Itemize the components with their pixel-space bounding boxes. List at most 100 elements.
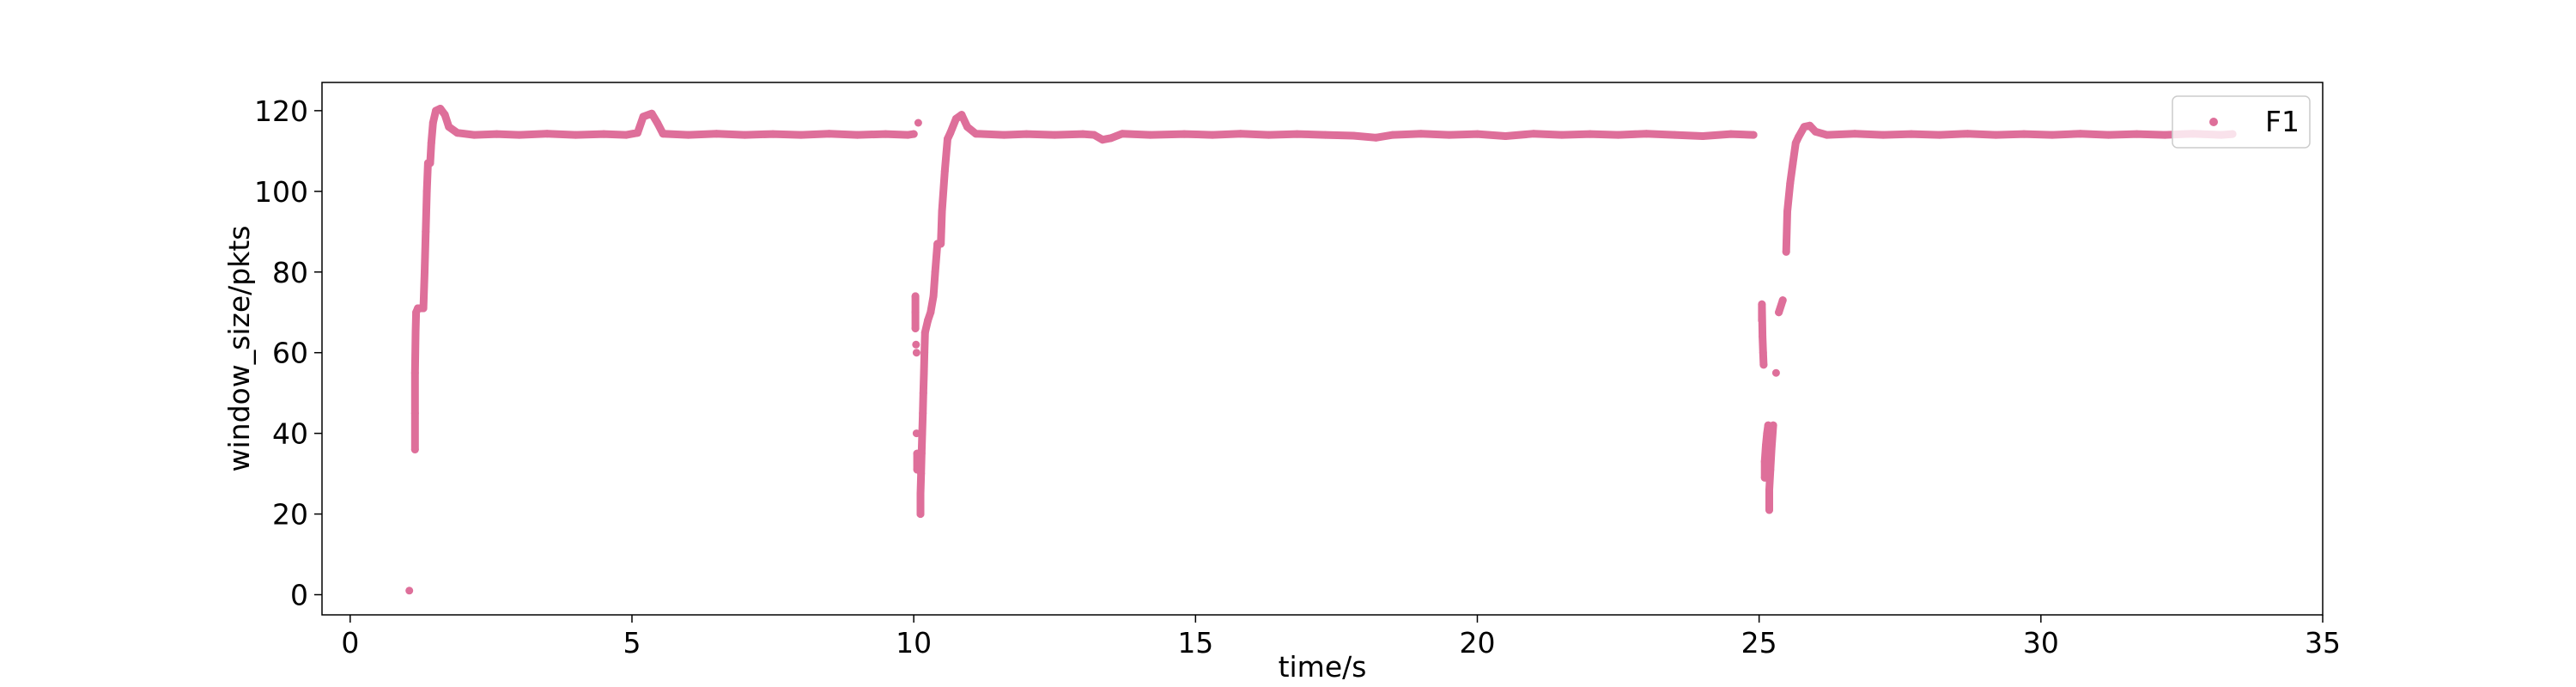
data-point xyxy=(436,105,445,112)
data-point xyxy=(825,130,834,138)
data-point xyxy=(515,131,524,139)
y-tick-label: 40 xyxy=(272,417,308,451)
data-point xyxy=(2048,131,2057,139)
data-point xyxy=(1783,207,1791,216)
y-tick-label: 60 xyxy=(272,337,308,370)
data-point xyxy=(1879,131,1887,139)
data-point xyxy=(1850,130,1859,138)
data-point xyxy=(544,130,551,138)
data-point xyxy=(427,139,435,147)
data-point xyxy=(1236,130,1245,138)
data-point xyxy=(1769,421,1777,429)
data-point xyxy=(919,389,927,398)
data-point xyxy=(421,268,428,277)
data-point xyxy=(904,131,913,139)
data-point xyxy=(1321,131,1329,139)
data-point xyxy=(924,316,933,325)
data-point xyxy=(571,131,580,139)
y-tick-label: 100 xyxy=(254,175,308,209)
data-point xyxy=(1811,127,1820,136)
data-point xyxy=(2132,130,2141,138)
data-point xyxy=(1935,131,1944,139)
data-point xyxy=(1806,121,1814,130)
x-axis-label: time/s xyxy=(1279,650,1367,684)
data-point xyxy=(1767,445,1776,453)
data-point xyxy=(1759,349,1767,357)
data-point xyxy=(1762,441,1770,450)
plot-area xyxy=(405,105,2237,595)
data-point xyxy=(1371,133,1380,142)
data-point xyxy=(1759,332,1767,341)
y-axis-label: window_size/pkts xyxy=(222,226,256,472)
data-point xyxy=(911,308,920,317)
data-point xyxy=(2076,130,2085,138)
data-point xyxy=(712,130,720,138)
data-point xyxy=(493,130,501,138)
data-point xyxy=(1501,132,1510,140)
data-point xyxy=(426,159,434,167)
legend-box xyxy=(2172,95,2311,149)
data-point xyxy=(854,131,861,139)
data-point xyxy=(470,131,478,139)
data-point xyxy=(740,131,749,139)
data-point xyxy=(1417,130,1425,138)
data-point xyxy=(440,111,449,119)
data-point xyxy=(1766,465,1775,474)
data-point xyxy=(1771,368,1780,377)
data-point xyxy=(410,409,419,417)
data-point xyxy=(453,129,461,137)
data-point xyxy=(1765,506,1773,514)
data-point xyxy=(1050,131,1059,139)
y-tick-label: 120 xyxy=(254,94,308,128)
data-point xyxy=(2105,131,2113,139)
data-point xyxy=(622,131,630,139)
data-point xyxy=(410,368,419,377)
data-point xyxy=(445,123,453,131)
data-point xyxy=(1907,130,1916,138)
x-tick-label: 30 xyxy=(2023,626,2059,660)
data-point xyxy=(940,167,949,175)
x-tick-label: 0 xyxy=(341,626,359,660)
data-point xyxy=(999,131,1008,139)
y-tick-label: 20 xyxy=(272,498,308,532)
data-point xyxy=(957,111,966,119)
data-point xyxy=(797,131,805,139)
data-point xyxy=(1759,361,1768,369)
data-point xyxy=(911,292,920,301)
data-point xyxy=(929,292,938,301)
y-tick-label: 80 xyxy=(272,256,308,289)
x-tick-label: 20 xyxy=(1459,626,1495,660)
legend-label-f1: F1 xyxy=(2265,105,2300,138)
data-point xyxy=(1349,131,1358,140)
data-point xyxy=(1822,131,1831,139)
data-point xyxy=(1791,139,1800,147)
y-axis: 0 20 40 60 80 100 120 xyxy=(254,94,322,612)
data-point xyxy=(1795,132,1803,141)
data-point xyxy=(931,268,939,277)
data-point xyxy=(684,131,693,139)
data-point xyxy=(911,325,920,332)
data-point xyxy=(946,129,955,137)
data-point xyxy=(1118,130,1127,138)
plot-frame xyxy=(321,82,2324,616)
data-point xyxy=(1529,130,1538,138)
data-point xyxy=(422,228,430,236)
data-point xyxy=(1098,136,1107,144)
data-point xyxy=(1078,130,1087,138)
data-point xyxy=(2020,130,2028,138)
x-axis: 0 5 10 15 20 25 30 35 xyxy=(341,615,2341,660)
data-point xyxy=(1749,131,1758,139)
data-point xyxy=(1445,131,1454,139)
data-point xyxy=(920,349,929,357)
data-point xyxy=(1208,131,1217,139)
data-point xyxy=(914,119,922,127)
data-point xyxy=(916,510,925,519)
data-point xyxy=(912,349,920,357)
data-point xyxy=(1107,134,1115,143)
data-point xyxy=(1765,485,1773,494)
data-point xyxy=(917,449,926,458)
data-point xyxy=(410,445,419,453)
data-point xyxy=(1991,131,2000,139)
data-point xyxy=(1964,130,1971,138)
